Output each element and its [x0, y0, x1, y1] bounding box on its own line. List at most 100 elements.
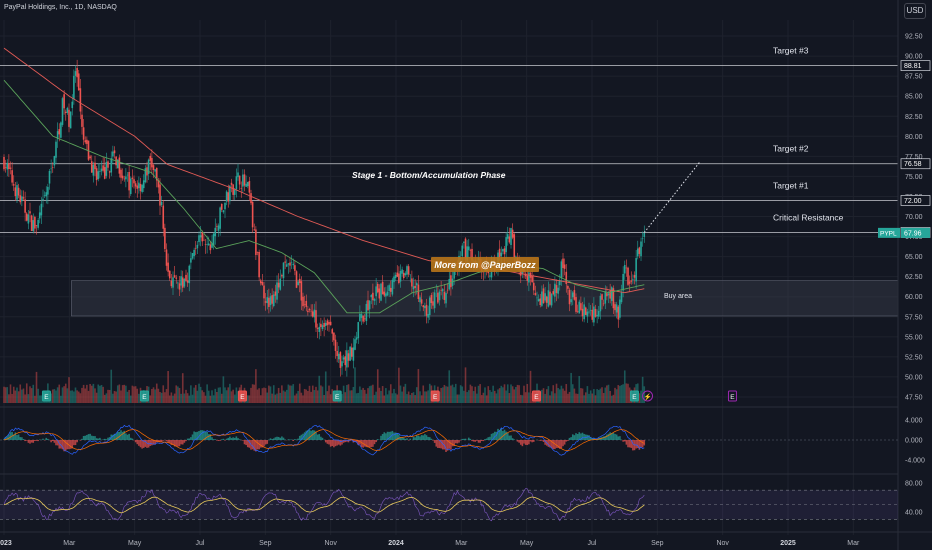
volume-bar [180, 393, 182, 403]
volume-bar [173, 393, 176, 403]
volume-bar [229, 383, 231, 403]
candle [50, 168, 52, 170]
price-axis-label: 65.00 [905, 254, 923, 261]
volume-bar [485, 395, 488, 403]
candle [515, 256, 517, 258]
volume-bar [482, 392, 485, 403]
macd-histogram-bar [524, 440, 527, 445]
currency-button[interactable]: USD [904, 3, 926, 19]
candle [203, 239, 205, 241]
earnings-marker [139, 390, 149, 402]
macd-histogram-bar [232, 437, 234, 440]
volume-bar [346, 385, 348, 403]
volume-bar [27, 394, 30, 403]
candle [94, 162, 96, 170]
price-axis-label: 52.50 [905, 354, 923, 361]
volume-bar [194, 385, 197, 403]
volume-bar [115, 391, 117, 403]
macd-histogram-bar [246, 440, 249, 448]
macd-histogram-bar [641, 440, 644, 448]
candle [103, 167, 106, 179]
macd-histogram-bar [381, 434, 384, 440]
macd-histogram-bar [68, 440, 70, 450]
candle [79, 88, 82, 112]
ma-slow-line [3, 47, 645, 294]
candle [58, 129, 61, 135]
volume-bar [511, 386, 514, 403]
volume-bar [136, 388, 139, 403]
candle [60, 122, 62, 138]
volume-bar [298, 383, 301, 403]
earnings-label: E [730, 394, 735, 401]
volume-bar [209, 395, 212, 403]
candle [77, 73, 80, 91]
candle [34, 216, 36, 229]
candle [620, 292, 623, 303]
macd-histogram-bar [414, 437, 416, 440]
macd-histogram-bar [451, 440, 454, 447]
candle [227, 192, 230, 202]
candle [316, 327, 319, 329]
volume-bar [484, 387, 486, 403]
candle [344, 356, 347, 366]
candle [120, 169, 122, 178]
macd-histogram-bar [615, 434, 618, 440]
macd-histogram-bar [446, 440, 449, 451]
candle [99, 171, 101, 172]
candle [347, 353, 350, 361]
macd-histogram-bar [199, 430, 202, 440]
candle [246, 181, 249, 187]
macd-histogram-bar [151, 440, 153, 446]
macd-histogram-bar [454, 440, 457, 444]
volume-bar [515, 386, 517, 403]
volume-bar [126, 391, 129, 403]
macd-histogram-bar [86, 434, 88, 440]
volume-bar [12, 386, 15, 403]
time-axis-label: 2025 [780, 540, 796, 547]
candle [133, 179, 135, 184]
volume-bar [92, 383, 95, 403]
volume-bar [277, 387, 280, 403]
macd-histogram-bar [497, 428, 499, 440]
macd-histogram-bar [619, 436, 621, 440]
earnings-label: E [335, 394, 340, 401]
candle [583, 304, 585, 320]
macd-axis-label: -4.000 [905, 458, 925, 465]
candle [636, 248, 639, 257]
macd-histogram-bar [318, 434, 321, 440]
macd-histogram-bar [482, 440, 485, 442]
candle [337, 353, 340, 360]
volume-bar [108, 389, 111, 403]
volume-bar [77, 391, 80, 403]
macd-histogram-bar [227, 437, 230, 440]
macd-histogram-bar [333, 440, 335, 448]
macd-histogram-bar [485, 438, 488, 440]
volume-bar [51, 389, 54, 403]
volume-bar [342, 385, 345, 403]
volume-bar [490, 391, 493, 403]
macd-histogram-bar [162, 440, 165, 441]
volume-bar [581, 388, 584, 403]
candle [139, 183, 142, 192]
macd-histogram-bar [173, 440, 176, 447]
macd-histogram-bar [22, 439, 25, 440]
volume-bar [472, 391, 475, 403]
macd-histogram-bar [357, 440, 360, 446]
candle [531, 275, 533, 283]
price-tag-bg [900, 60, 931, 71]
macd-histogram-bar [513, 439, 516, 440]
volume-bar [389, 384, 392, 403]
candle [539, 298, 542, 305]
macd-histogram-bar [326, 440, 329, 444]
candle [4, 167, 7, 168]
candle [505, 237, 507, 253]
macd-histogram-bar [528, 440, 530, 445]
volume-bar [3, 386, 5, 403]
candle [643, 232, 646, 237]
macd-histogram-bar [640, 440, 642, 447]
macd-histogram-bar [248, 440, 251, 448]
candle [601, 294, 603, 300]
candle [419, 297, 421, 303]
macd-histogram-bar [302, 433, 304, 440]
